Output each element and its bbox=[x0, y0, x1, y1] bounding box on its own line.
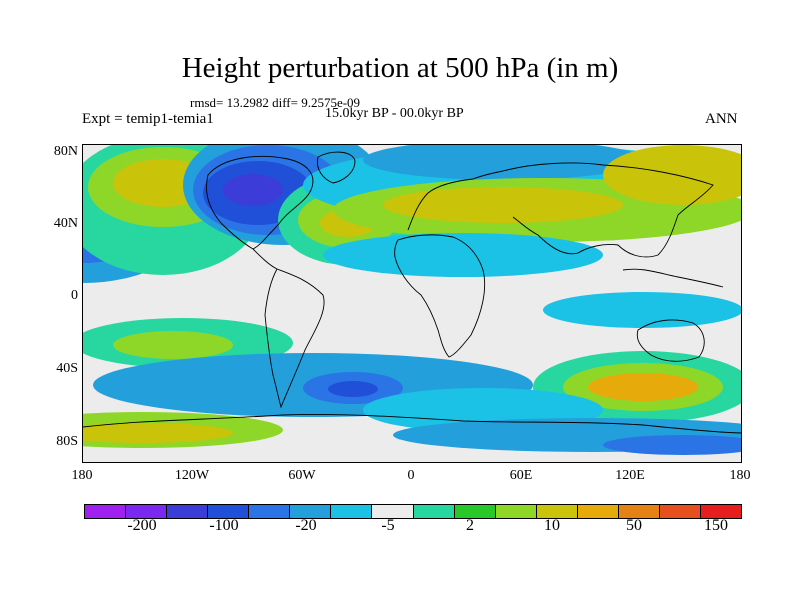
colorbar-cell bbox=[495, 505, 537, 518]
contour-fill bbox=[363, 145, 643, 180]
contour-field bbox=[83, 145, 741, 455]
coastline-maritime bbox=[622, 268, 724, 288]
lat-tick: 0 bbox=[71, 288, 78, 303]
lat-tick: 40N bbox=[53, 216, 78, 231]
colorbar-label: -5 bbox=[381, 517, 395, 534]
contour-fill bbox=[328, 381, 378, 397]
coastline-south-america bbox=[264, 268, 325, 409]
colorbar-cell bbox=[659, 505, 701, 518]
colorbar-label: -200 bbox=[127, 517, 157, 534]
season-label: ANN bbox=[705, 111, 738, 127]
lon-tick: 60W bbox=[288, 468, 316, 483]
colorbar-label: -20 bbox=[295, 517, 317, 534]
lon-tick: 60E bbox=[509, 468, 533, 483]
lon-tick: 180 bbox=[71, 468, 93, 483]
coastline-europe bbox=[407, 170, 504, 231]
coastlines bbox=[83, 151, 741, 434]
lon-tick: 120E bbox=[615, 468, 645, 483]
lat-tick: 40S bbox=[56, 361, 78, 376]
contour-fill bbox=[323, 233, 603, 277]
lon-tick: 120W bbox=[174, 468, 210, 483]
colorbar-cell bbox=[372, 505, 414, 518]
colorbar-cell bbox=[536, 505, 578, 518]
lon-tick: 180 bbox=[729, 468, 751, 483]
colorbar-cell bbox=[126, 505, 168, 518]
colorbar-cell bbox=[577, 505, 619, 518]
contour-fill bbox=[603, 435, 741, 455]
colorbar-label: 50 bbox=[626, 517, 642, 534]
colorbar-label: 2 bbox=[466, 517, 474, 534]
period-label: 15.0kyr BP - 00.0kyr BP bbox=[325, 106, 464, 121]
colorbar-cell bbox=[208, 505, 250, 518]
colorbar-label: 10 bbox=[544, 517, 560, 534]
colorbar-cell bbox=[454, 505, 496, 518]
experiment-label: Expt = temip1-temia1 bbox=[82, 111, 214, 127]
coastline-north-america bbox=[206, 155, 314, 250]
colorbar-cell bbox=[85, 505, 127, 518]
colorbar-cell bbox=[618, 505, 660, 518]
contour-fill bbox=[83, 423, 233, 443]
colorbar-cell bbox=[249, 505, 291, 518]
coastline-africa bbox=[394, 234, 486, 358]
coastline-greenland bbox=[316, 151, 356, 184]
contour-fill bbox=[543, 292, 741, 328]
coastline-central-america bbox=[252, 248, 278, 270]
contour-fill bbox=[588, 373, 698, 401]
lat-tick: 80N bbox=[53, 144, 78, 159]
lat-tick: 80S bbox=[56, 434, 78, 449]
colorbar-label: -100 bbox=[209, 517, 239, 534]
contour-fill bbox=[223, 174, 283, 206]
colorbar bbox=[84, 504, 742, 519]
colorbar-cell bbox=[331, 505, 373, 518]
contour-fill bbox=[603, 145, 741, 205]
colorbar-cell bbox=[167, 505, 209, 518]
height-perturbation-map bbox=[82, 144, 742, 463]
colorbar-cell bbox=[413, 505, 455, 518]
map-title: Height perturbation at 500 hPa (in m) bbox=[181, 52, 619, 84]
coastline-antarctica bbox=[83, 414, 741, 434]
lon-tick: 0 bbox=[407, 468, 415, 483]
coastline-asia bbox=[502, 162, 714, 258]
contour-fill bbox=[383, 187, 623, 223]
coastline-australia bbox=[636, 319, 705, 362]
colorbar-cell bbox=[290, 505, 332, 518]
colorbar-label: 150 bbox=[704, 517, 728, 534]
contour-fill bbox=[113, 331, 233, 359]
stats-label: rmsd= 13.2982 diff= 9.2575e-09 bbox=[190, 95, 361, 110]
colorbar-cell bbox=[700, 505, 741, 518]
